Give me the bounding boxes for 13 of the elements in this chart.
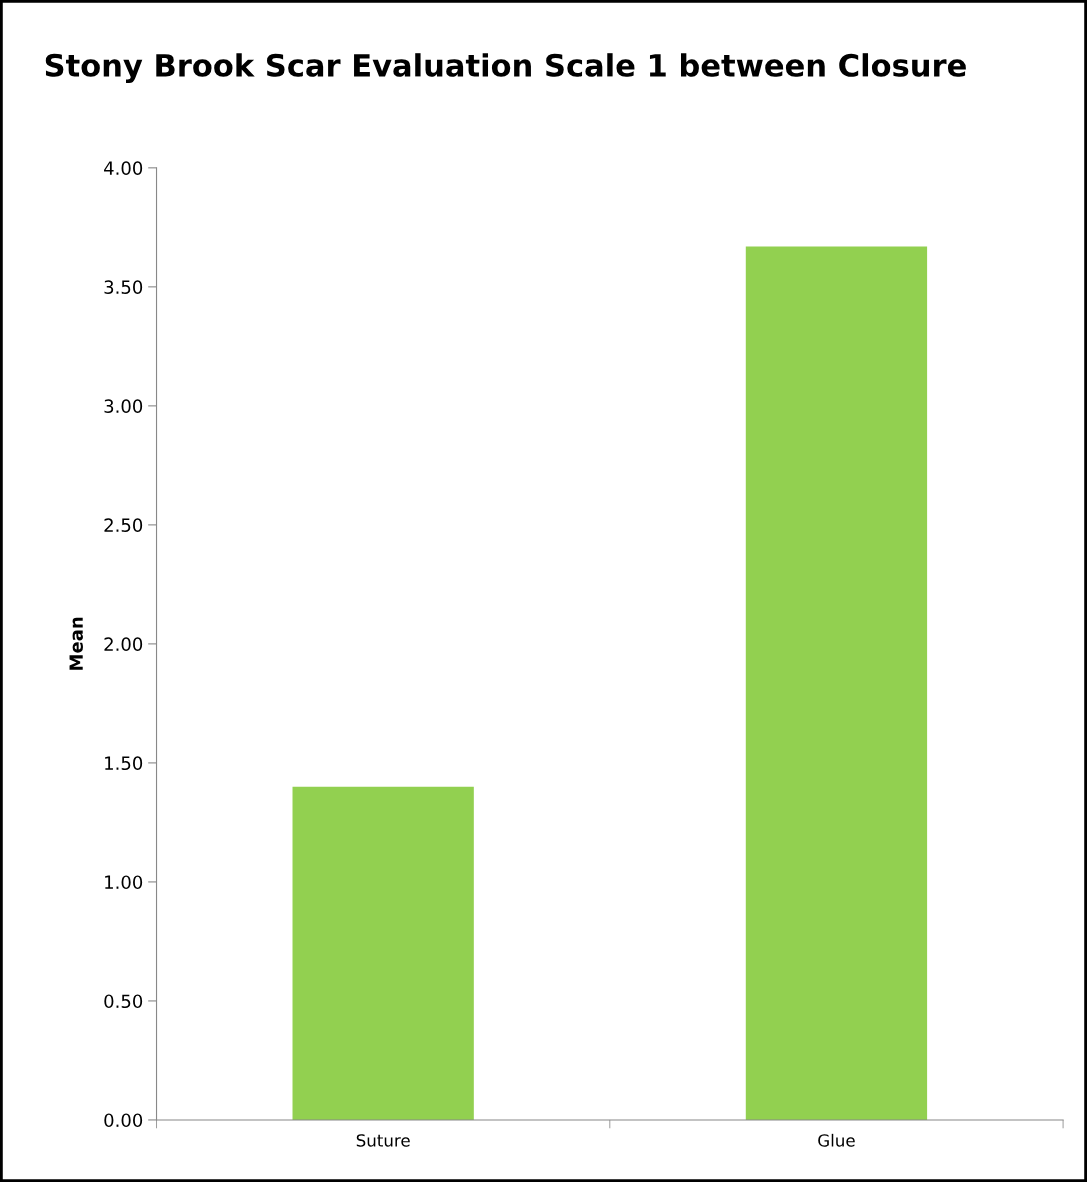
y-tick-label: 0.00 <box>104 1113 143 1128</box>
x-tick-label: Suture <box>356 1134 410 1147</box>
chart-title: Stony Brook Scar Evaluation Scale 1 between Closure <box>45 53 966 83</box>
y-tick-label: 3.00 <box>104 399 143 413</box>
y-tick-label: 4.00 <box>104 161 143 175</box>
y-tick-label: 3.50 <box>104 280 143 294</box>
y-axis-title: Mean <box>69 617 83 670</box>
y-tick-label: 1.50 <box>105 756 143 771</box>
y-tick-label: 2.50 <box>104 518 143 532</box>
x-tick-label: Glue <box>818 1133 855 1147</box>
y-tick-label: 0.50 <box>104 994 143 1009</box>
y-tick-label: 2.00 <box>104 637 143 652</box>
y-tick-label: 1.00 <box>105 875 143 890</box>
